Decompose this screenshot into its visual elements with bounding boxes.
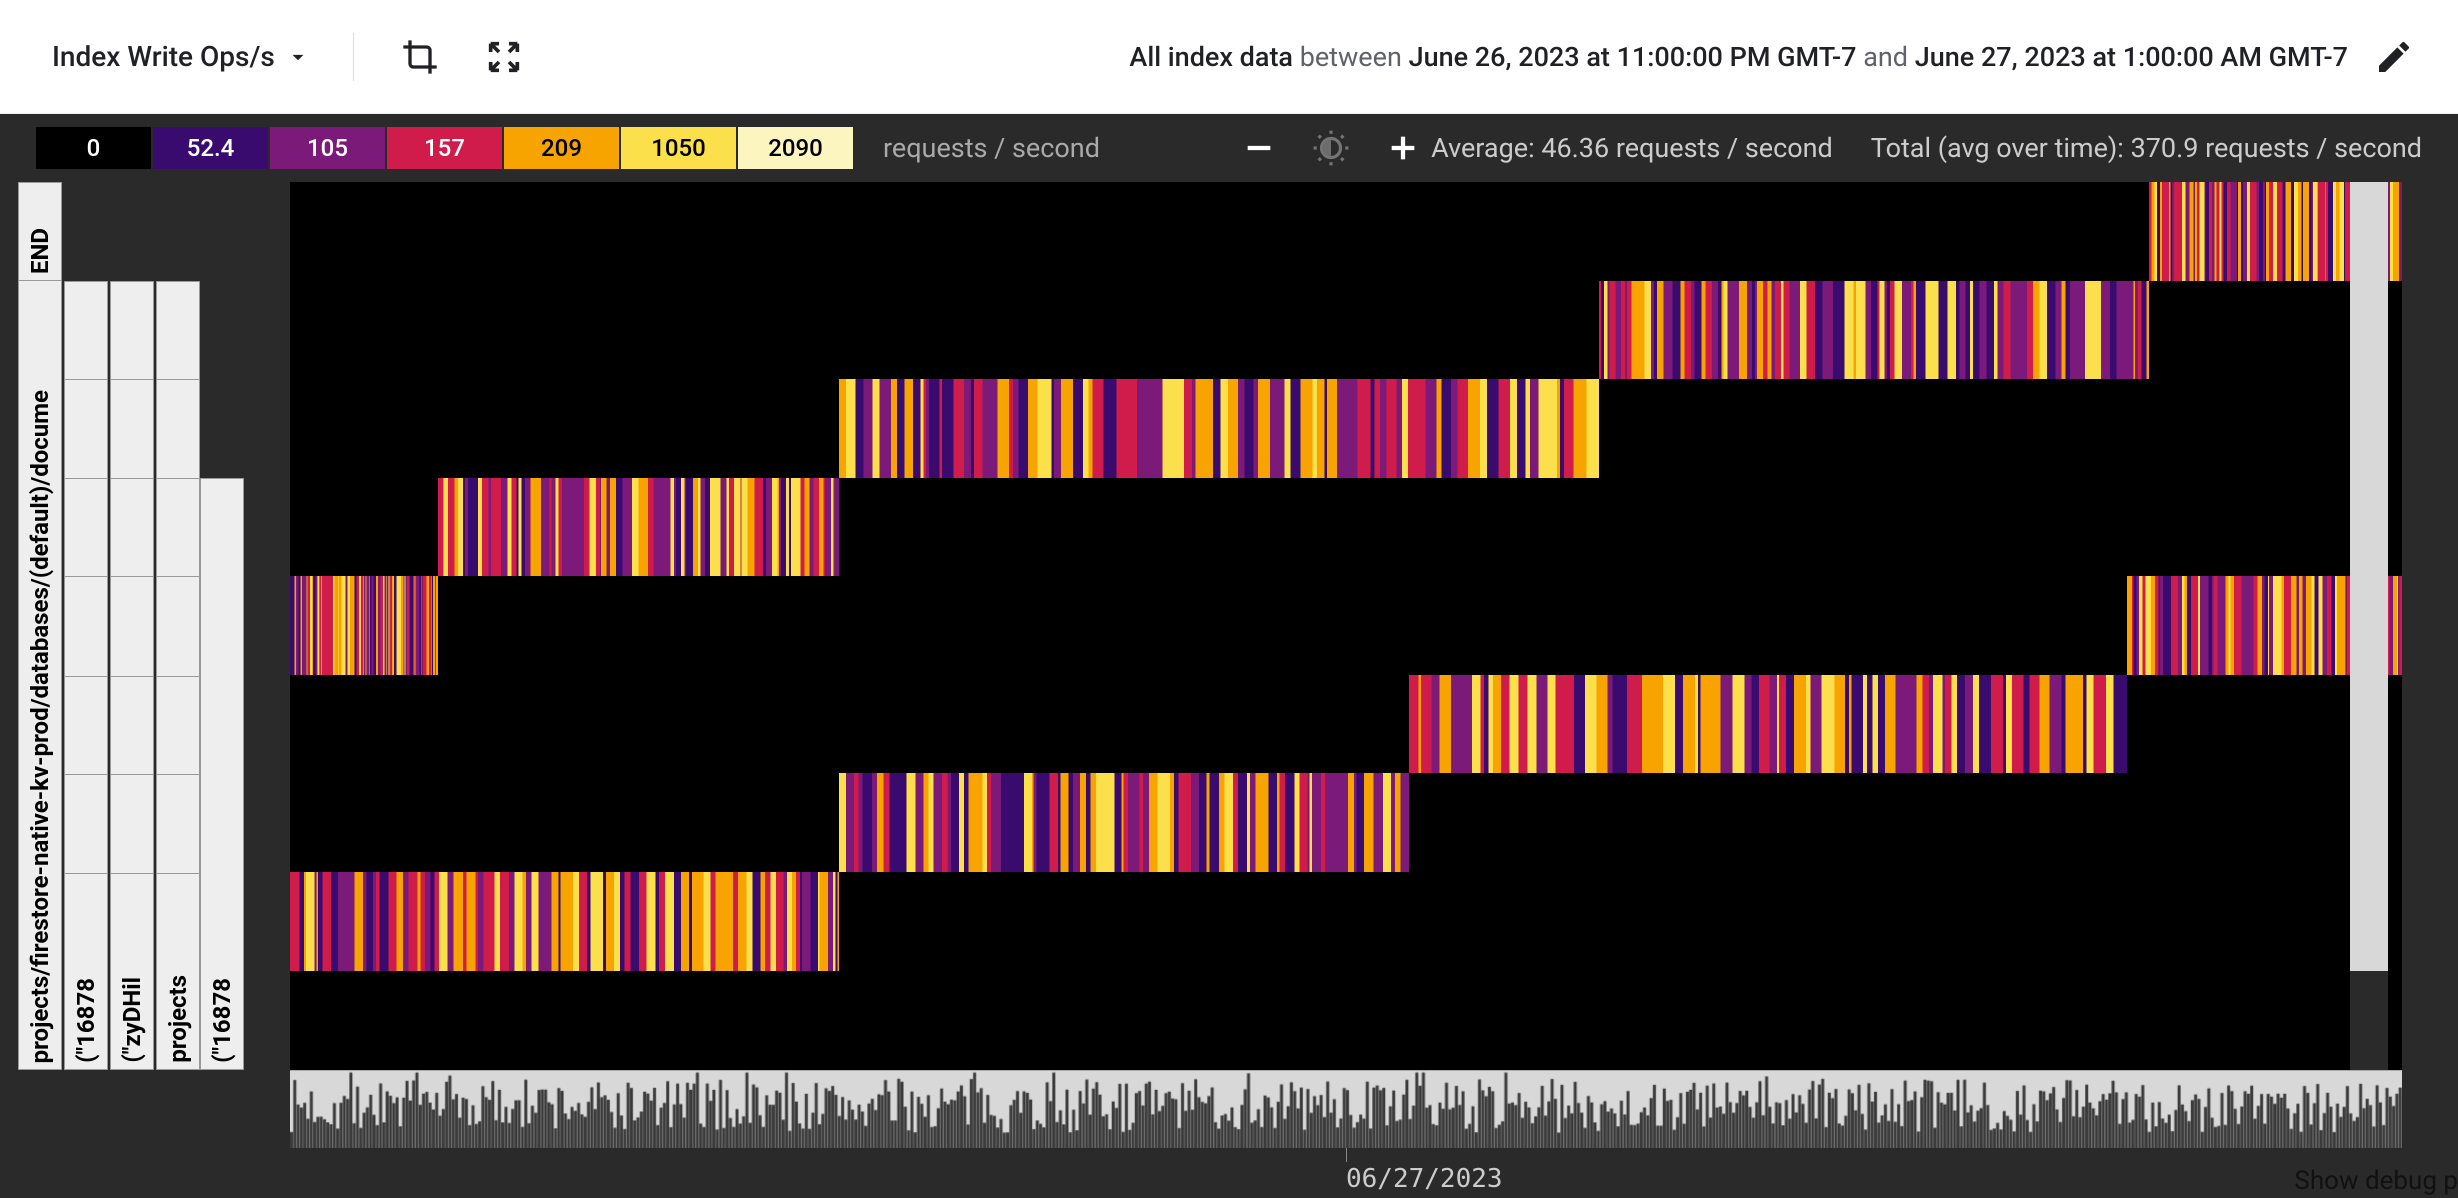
zoom-out-button[interactable] [1240,129,1278,167]
chevron-down-icon [285,44,311,70]
time-range: All index data between June 26, 2023 at … [1129,33,2418,81]
axis-tick: 06/27/2023 [1346,1148,1503,1198]
fullscreen-button[interactable] [480,33,528,81]
heatmap-panel: 052.410515720910502090 requests / second… [0,114,2458,1198]
yaxis-label[interactable]: ("zyDHil [110,873,154,1070]
legend-units: requests / second [883,132,1100,164]
range-between: between [1300,41,1402,73]
yaxis-label[interactable]: ("16878 [64,873,108,1070]
toolbar: Index Write Ops/s All index data between… [0,0,2458,114]
plus-icon [1386,131,1420,165]
range-and: and [1863,41,1908,73]
edit-range-button[interactable] [2370,33,2418,81]
vertical-scrollbar[interactable] [2350,182,2388,1070]
legend-swatch: 0 [36,127,151,169]
heatmap-row [839,773,1409,872]
range-prefix: All index data [1129,41,1293,73]
pencil-icon [2374,37,2414,77]
legend-bar: 052.410515720910502090 requests / second… [0,114,2458,182]
scroll-thumb[interactable] [2350,182,2388,281]
legend-swatch: 2090 [738,127,853,169]
stats: Average: 46.36 requests / second Total (… [1431,132,2422,164]
yaxis-labels: projects/firestore-native-kv-prod/databa… [0,182,290,1070]
metric-label: Index Write Ops/s [52,40,275,73]
yaxis-label[interactable]: END [18,182,62,281]
zoom-in-button[interactable] [1384,129,1422,167]
legend-swatch: 1050 [621,127,736,169]
toolbar-separator [353,33,354,81]
yaxis-label[interactable]: ("16878 [200,478,244,1070]
debug-link[interactable]: Show debug p [2294,1166,2458,1196]
legend-swatches: 052.410515720910502090 [36,127,853,169]
brightness-icon [1312,129,1350,167]
stat-total: Total (avg over time): 370.9 requests / … [1871,132,2422,164]
yaxis-label[interactable]: projects [156,873,200,1070]
legend-swatch: 105 [270,127,385,169]
legend-swatch: 157 [387,127,502,169]
heatmap-area[interactable] [290,182,2402,1070]
crop-icon [400,37,440,77]
fullscreen-icon [484,37,524,77]
legend-swatch: 209 [504,127,619,169]
range-start: June 26, 2023 at 11:00:00 PM GMT-7 [1409,41,1857,73]
heatmap-row [1409,675,2127,774]
heatmap-row [1599,281,2148,380]
metric-dropdown[interactable]: Index Write Ops/s [52,40,311,73]
heatmap-row [290,872,839,971]
heatmap-row [438,478,839,577]
heatmap-canvas [290,182,2402,1070]
overview-histogram[interactable] [290,1070,2402,1148]
zoom-controls [1240,129,1422,167]
heatmap-row [839,379,1599,478]
heatmap-body: projects/firestore-native-kv-prod/databa… [0,182,2458,1070]
crop-button[interactable] [396,33,444,81]
stat-average: Average: 46.36 requests / second [1431,132,1833,164]
time-axis: 06/27/2023 [290,1148,2402,1198]
range-end: June 27, 2023 at 1:00:00 AM GMT-7 [1915,41,2348,73]
yaxis-label[interactable]: projects/firestore-native-kv-prod/databa… [18,182,62,1070]
heatmap-row [290,576,438,675]
legend-swatch: 52.4 [153,127,268,169]
brightness-button[interactable] [1312,129,1350,167]
time-overview: 06/27/2023 [0,1070,2458,1198]
minus-icon [1242,131,1276,165]
scroll-thumb[interactable] [2350,281,2388,971]
